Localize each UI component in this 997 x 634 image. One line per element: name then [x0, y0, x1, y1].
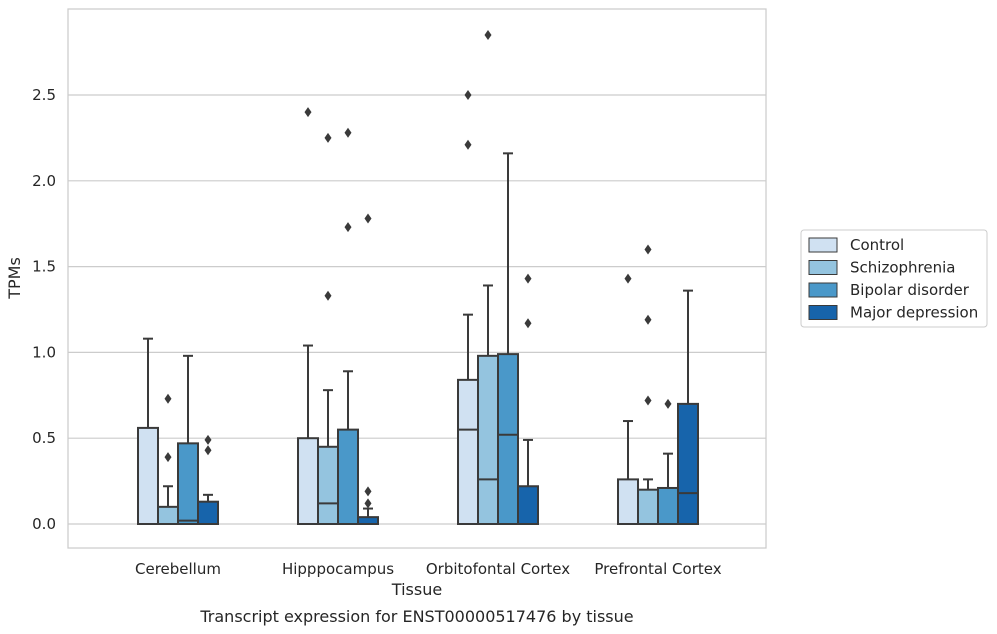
legend-label: Bipolar disorder — [850, 281, 970, 299]
outlier-point — [324, 290, 332, 301]
legend-swatch — [808, 282, 838, 298]
box-1-3 — [357, 213, 379, 525]
box-3-2 — [657, 398, 679, 525]
box-0-2 — [177, 354, 199, 525]
outlier-point — [164, 452, 172, 463]
outlier-point — [524, 273, 532, 284]
outlier-point — [364, 498, 372, 509]
box-3-0 — [617, 273, 639, 526]
y-tick-label: 2.5 — [32, 86, 56, 104]
y-tick-label: 1.5 — [32, 258, 56, 276]
legend-item: Major depression — [808, 304, 978, 322]
outlier-point — [624, 273, 632, 284]
box-body — [497, 353, 519, 525]
outlier-point — [344, 127, 352, 138]
box-0-1 — [157, 393, 179, 525]
boxes — [137, 29, 699, 526]
box-body — [677, 402, 699, 526]
y-tick-label: 2.0 — [32, 172, 56, 190]
box-body — [177, 442, 199, 525]
x-tick-label: Orbitofontal Cortex — [426, 560, 570, 578]
box-body — [317, 445, 339, 525]
box-body — [477, 354, 499, 525]
box-1-1 — [317, 132, 339, 525]
box-0-3 — [197, 434, 219, 525]
x-tick-label: Hipppocampus — [282, 560, 394, 578]
outlier-point — [464, 139, 472, 150]
outlier-point — [364, 213, 372, 224]
outlier-point — [464, 90, 472, 100]
legend-swatch — [808, 260, 838, 275]
box-body — [657, 486, 679, 525]
y-tick-label: 1.0 — [32, 343, 56, 361]
outlier-point — [204, 434, 212, 445]
box-body — [137, 426, 159, 525]
outlier-point — [164, 393, 172, 404]
outlier-point — [364, 486, 372, 497]
legend-label: Schizophrenia — [850, 259, 955, 277]
legend-item: Schizophrenia — [808, 259, 955, 277]
y-tick-label: 0.5 — [32, 429, 56, 447]
plot-frame — [67, 8, 767, 549]
legend: Control Schizophrenia Bipolar disorder Majo… — [800, 229, 988, 328]
box-body — [197, 500, 219, 525]
outlier-point — [344, 222, 352, 233]
box-2-1 — [477, 29, 499, 525]
box-2-0 — [457, 90, 479, 525]
box-0-0 — [137, 337, 159, 525]
legend-item: Control — [808, 236, 904, 254]
box-body — [297, 437, 319, 526]
outlier-point — [204, 445, 212, 456]
box-body — [337, 428, 359, 525]
y-axis-ticks: 0.0 0.5 1.0 1.5 2.0 2.5 — [32, 86, 56, 533]
outlier-point — [664, 398, 672, 409]
chart-caption: Transcript expression for ENST0000051747… — [199, 607, 633, 626]
box-2-2 — [497, 152, 519, 525]
grid-lines — [68, 94, 766, 525]
x-tick-label: Prefrontal Cortex — [594, 560, 721, 578]
y-axis-label: TPMs — [5, 257, 24, 300]
y-tick-label: 0.0 — [32, 515, 56, 533]
outlier-point — [324, 132, 332, 143]
box-body — [157, 505, 179, 525]
box-1-2 — [337, 127, 359, 525]
outlier-point — [484, 29, 492, 40]
box-3-1 — [637, 244, 659, 525]
box-body — [457, 378, 479, 525]
box-body — [357, 516, 379, 525]
box-body — [637, 488, 659, 525]
box-body — [517, 485, 539, 525]
legend-swatch — [808, 237, 838, 253]
x-axis-label: Tissue — [391, 580, 442, 599]
legend-item: Bipolar disorder — [808, 281, 970, 299]
x-tick-label: Cerebellum — [135, 560, 221, 578]
outlier-point — [304, 107, 312, 118]
box-1-0 — [297, 107, 319, 526]
box-3-3 — [677, 289, 699, 526]
outlier-point — [644, 395, 652, 406]
outlier-point — [524, 318, 532, 329]
outlier-point — [644, 314, 652, 325]
legend-label: Control — [850, 236, 904, 254]
outlier-point — [644, 244, 652, 255]
box-2-3 — [517, 273, 539, 525]
legend-label: Major depression — [850, 304, 978, 322]
legend-swatch — [808, 305, 838, 320]
legend-frame — [800, 229, 988, 328]
x-axis-ticks: Cerebellum Hipppocampus Orbitofontal Corte… — [135, 560, 722, 578]
box-body — [617, 478, 639, 526]
